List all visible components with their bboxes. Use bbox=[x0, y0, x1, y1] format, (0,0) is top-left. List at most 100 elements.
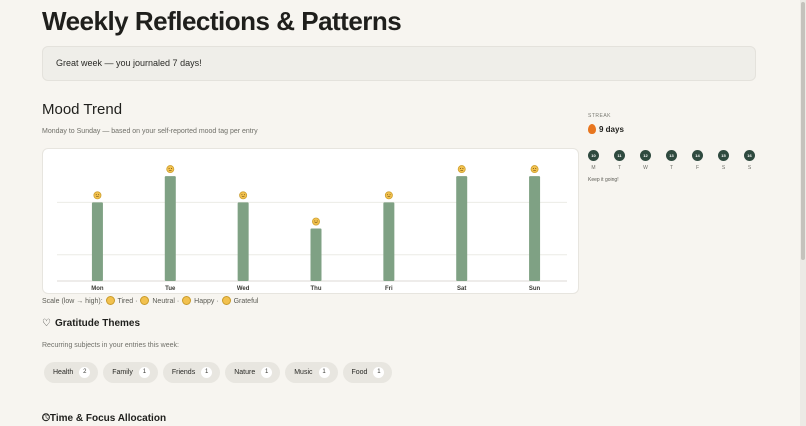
streak-day: 10 M bbox=[588, 150, 599, 171]
tick-label-tue: Tue bbox=[165, 286, 176, 292]
theme-chips: Health 2 Family 1 Friends 1 Nature 1 Music 1 … bbox=[44, 362, 393, 383]
streak-day: 14 F bbox=[692, 150, 703, 171]
mood-emoji-icon bbox=[457, 165, 466, 174]
emoji-eye bbox=[168, 168, 170, 169]
streak-value: 9 days bbox=[588, 124, 624, 134]
emoji-eye bbox=[95, 194, 97, 196]
streak-day: 15 S bbox=[718, 150, 729, 171]
day-dot: 12 bbox=[640, 150, 651, 161]
day-letter: T bbox=[669, 165, 674, 171]
chip-count: 1 bbox=[261, 367, 273, 378]
streak-day: 11 T bbox=[614, 150, 625, 171]
clock-icon: 🕓︎ bbox=[42, 413, 50, 424]
mood-emoji-icon bbox=[166, 165, 175, 174]
scale-item-neutral: Neutral bbox=[152, 298, 175, 305]
emoji-eye bbox=[535, 168, 537, 169]
streak-label: STREAK bbox=[588, 113, 612, 119]
chip-count: 1 bbox=[373, 367, 385, 378]
day-letter: F bbox=[695, 165, 700, 171]
scale-item-happy: Happy bbox=[194, 298, 215, 305]
day-dot: 14 bbox=[692, 150, 703, 161]
banner-text: Great week — you journaled 7 days! bbox=[56, 58, 202, 68]
mood-bar-wed bbox=[237, 202, 249, 281]
mood-bar-fri bbox=[383, 202, 395, 281]
scale-item-grateful: Grateful bbox=[233, 298, 259, 305]
scrollbar-thumb[interactable] bbox=[801, 2, 805, 260]
mood-trend-title: Mood Trend bbox=[42, 101, 123, 118]
theme-chip-friends[interactable]: Friends 1 bbox=[162, 362, 221, 383]
day-letter: T bbox=[617, 165, 622, 171]
mood-bar-sun bbox=[529, 176, 541, 281]
gratitude-subtitle: Recurring subjects in your entries this … bbox=[42, 342, 179, 349]
emoji-eye bbox=[462, 168, 464, 169]
day-dot: 13 bbox=[666, 150, 677, 161]
theme-chip-health[interactable]: Health 2 bbox=[44, 362, 99, 383]
streak-day: 13 T bbox=[666, 150, 677, 171]
gratitude-themes-label: Gratitude Themes bbox=[55, 318, 141, 329]
mood-bar-tue bbox=[164, 176, 176, 281]
mood-emoji-icon bbox=[312, 217, 320, 226]
streak-day: 16 S bbox=[744, 150, 755, 171]
emoji-eye bbox=[241, 194, 243, 196]
tick-label-sun: Sun bbox=[529, 286, 541, 292]
day-letter: M bbox=[591, 165, 596, 171]
mood-emoji-icon bbox=[384, 191, 393, 200]
day-dot: 10 bbox=[588, 150, 599, 161]
chip-label: Music bbox=[294, 369, 313, 376]
theme-chip-nature[interactable]: Nature 1 bbox=[225, 362, 281, 383]
emoji-eye bbox=[316, 220, 318, 222]
heart-icon: ♡ bbox=[42, 318, 51, 329]
theme-chip-music[interactable]: Music 1 bbox=[285, 362, 338, 383]
streak-footer: Keep it going! bbox=[588, 177, 619, 183]
streak-day: 12 W bbox=[640, 150, 651, 171]
mood-bar-sat bbox=[456, 176, 468, 281]
mood-bar-thu bbox=[310, 228, 322, 281]
tick-label-sat: Sat bbox=[457, 286, 466, 292]
mood-emoji-icon bbox=[530, 165, 539, 174]
emoji-eye bbox=[387, 194, 389, 196]
mood-emoji-icon bbox=[93, 191, 102, 200]
tick-label-wed: Wed bbox=[237, 286, 250, 292]
page-title: Weekly Reflections & Patterns bbox=[42, 6, 402, 36]
tick-label-fri: Fri bbox=[385, 286, 393, 292]
mood-chart: Mon Tue Wed Thu Fri Sat Sun bbox=[57, 165, 567, 292]
day-letter: W bbox=[643, 165, 648, 171]
day-dot: 11 bbox=[614, 150, 625, 161]
emoji-eye bbox=[460, 168, 461, 169]
time-focus-title: 🕓︎Time & Focus Allocation bbox=[42, 413, 166, 424]
grateful-emoji-icon bbox=[221, 296, 231, 305]
mood-trend-subtitle: Monday to Sunday — based on your self-re… bbox=[42, 128, 258, 135]
day-letter: S bbox=[747, 165, 752, 171]
scale-prefix: Scale (low → high): bbox=[42, 298, 103, 305]
chip-label: Food bbox=[351, 369, 368, 376]
neutral-emoji-icon bbox=[140, 296, 150, 305]
emoji-eye bbox=[314, 220, 316, 222]
time-focus-label: Time & Focus Allocation bbox=[49, 413, 167, 424]
chip-label: Nature bbox=[234, 369, 256, 376]
theme-chip-food[interactable]: Food 1 bbox=[342, 362, 393, 383]
chip-count: 1 bbox=[201, 367, 213, 378]
tired-emoji-icon bbox=[105, 296, 115, 305]
chip-label: Health bbox=[53, 369, 74, 376]
emoji-eye bbox=[243, 194, 245, 196]
day-dot: 16 bbox=[744, 150, 755, 161]
mood-emoji-icon bbox=[239, 191, 248, 200]
tick-label-thu: Thu bbox=[311, 286, 322, 292]
mood-chart-card: Mon Tue Wed Thu Fri Sat Sun bbox=[42, 148, 579, 294]
page-scrollbar[interactable] bbox=[800, 0, 806, 426]
chip-label: Family bbox=[112, 369, 133, 376]
chip-count: 2 bbox=[79, 367, 91, 378]
summary-banner: Great week — you journaled 7 days! bbox=[42, 46, 756, 81]
emoji-eye bbox=[532, 168, 534, 169]
emoji-eye bbox=[389, 194, 391, 196]
emoji-eye bbox=[98, 194, 100, 196]
mood-bar-mon bbox=[91, 202, 103, 281]
chip-count: 1 bbox=[138, 367, 150, 378]
mood-scale-legend: Scale (low → high): Tired · Neutral · Ha… bbox=[42, 296, 259, 305]
happy-emoji-icon bbox=[182, 296, 192, 305]
flame-icon bbox=[588, 124, 596, 134]
emoji-eye bbox=[171, 168, 172, 169]
chip-count: 1 bbox=[318, 367, 330, 378]
theme-chip-family[interactable]: Family 1 bbox=[103, 362, 158, 383]
